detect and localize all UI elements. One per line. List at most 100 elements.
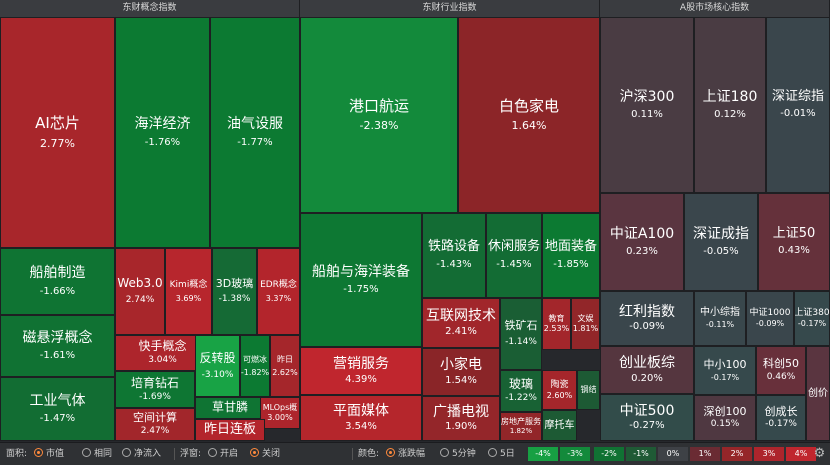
treemap-tile[interactable]: 陶瓷 2.60% — [542, 370, 577, 410]
treemap-tile[interactable]: 昨日 2.62% — [270, 335, 300, 397]
tile-change: 2.60% — [546, 390, 573, 400]
float-option-off[interactable]: 关闭 — [250, 443, 280, 465]
tile-name: EDR概念 — [260, 279, 297, 290]
tile-change: 4.39% — [345, 373, 377, 385]
treemap-tile[interactable]: 海洋经济 -1.76% — [115, 17, 210, 248]
treemap-tile[interactable]: Web3.0 2.74% — [115, 248, 165, 335]
tile-name: 快手概念 — [138, 339, 187, 354]
treemap-tile[interactable]: 平面媒体 3.54% — [300, 395, 422, 441]
tile-name: 船舶与海洋装备 — [312, 263, 410, 280]
tile-name: 昨日连板 — [203, 421, 256, 437]
tile-change: -1.85% — [553, 258, 589, 270]
treemap-tile[interactable]: 摩托车 — [542, 410, 577, 441]
tile-change: 2.62% — [272, 367, 298, 377]
tile-change: 2.53% — [543, 324, 570, 334]
treemap-tile[interactable]: 深证综指 -0.01% — [766, 17, 830, 193]
treemap-tile[interactable]: 教育 2.53% — [542, 298, 571, 350]
treemap-tile[interactable]: 地面装备 -1.85% — [542, 213, 600, 298]
treemap-tile[interactable]: 中小综指 -0.11% — [694, 291, 746, 346]
treemap-tile[interactable]: 互联网技术 2.41% — [422, 298, 500, 348]
treemap-tile[interactable]: 上证50 0.43% — [758, 193, 830, 291]
treemap-tile[interactable]: 船舶制造 -1.66% — [0, 248, 115, 315]
treemap-tile[interactable]: 昨日连板 — [195, 419, 265, 441]
tile-change: 0.46% — [766, 371, 796, 382]
tile-change: 1.54% — [445, 374, 477, 386]
tile-name: 空间计算 — [133, 411, 177, 425]
treemap-tile[interactable]: 油气设服 -1.77% — [210, 17, 300, 248]
tile-change: 0.15% — [710, 419, 740, 430]
treemap-tile[interactable]: 文娱 1.81% — [571, 298, 600, 350]
area-option-market-cap[interactable]: 市值 — [34, 443, 64, 465]
treemap-tile[interactable]: 上证380 -0.17% — [794, 291, 830, 346]
radio-selected-icon — [250, 448, 259, 457]
treemap-tile[interactable]: 草甘膦 — [195, 397, 265, 419]
tile-name: Kimi概念 — [169, 279, 208, 290]
color-option-5min[interactable]: 5分钟 — [440, 443, 476, 465]
tile-name: 玻璃 — [508, 377, 533, 392]
treemap-tile[interactable]: EDR概念 3.37% — [257, 248, 300, 335]
color-option-5day[interactable]: 5日 — [488, 443, 515, 465]
treemap-tile[interactable]: AI芯片 2.77% — [0, 17, 115, 248]
tile-name: 创业板综 — [619, 355, 675, 372]
tile-name: 钢结 — [580, 385, 597, 395]
tile-name: 中证500 — [619, 402, 675, 419]
treemap-tile[interactable]: 铁矿石 -1.14% — [500, 298, 542, 370]
area-option-net-inflow[interactable]: 净流入 — [122, 443, 161, 465]
treemap-tile[interactable]: Kimi概念 3.69% — [165, 248, 212, 335]
tile-name: 船舶制造 — [29, 265, 86, 282]
treemap-tile[interactable]: 休闲服务 -1.45% — [486, 213, 542, 298]
tile-change: -1.61% — [39, 350, 76, 362]
color-option-change[interactable]: 涨跌幅 — [386, 443, 425, 465]
radio-icon — [122, 448, 131, 457]
tile-change: 3.37% — [265, 293, 292, 303]
treemap-tile[interactable]: 快手概念 3.04% — [115, 335, 210, 371]
tile-change: -0.09% — [629, 321, 665, 333]
tile-change: 3.04% — [148, 355, 177, 365]
treemap-tile[interactable]: 磁悬浮概念 -1.61% — [0, 315, 115, 377]
radio-icon — [82, 448, 91, 457]
treemap-tile[interactable]: 营销服务 4.39% — [300, 347, 422, 395]
treemap-tile[interactable]: 深证成指 -0.05% — [684, 193, 758, 291]
treemap-tile[interactable]: 反转股 -3.10% — [195, 335, 240, 397]
treemap-tile[interactable]: 沪深300 0.11% — [600, 17, 694, 193]
treemap-tile[interactable]: 上证180 0.12% — [694, 17, 766, 193]
treemap-tile[interactable]: 小家电 1.54% — [422, 348, 500, 396]
float-option-on[interactable]: 开启 — [208, 443, 238, 465]
tile-name: 互联网技术 — [426, 308, 496, 325]
treemap-tile[interactable]: 培育钻石 -1.69% — [115, 371, 195, 408]
tile-name: 文娱 — [577, 314, 594, 324]
area-option-equal[interactable]: 相同 — [82, 443, 112, 465]
treemap-tile[interactable]: 钢结 — [577, 370, 600, 410]
treemap-tile[interactable]: 工业气体 -1.47% — [0, 377, 115, 441]
treemap-tile[interactable]: 铁路设备 -1.43% — [422, 213, 486, 298]
treemap-tile[interactable]: 广播电视 1.90% — [422, 396, 500, 441]
treemap-tile[interactable]: 房地产服务 1.82% — [500, 412, 542, 441]
treemap-tile[interactable]: 中证A100 0.23% — [600, 193, 684, 291]
treemap-tile[interactable]: 中证500 -0.27% — [600, 394, 694, 441]
treemap-tile[interactable]: 创成长 -0.17% — [756, 395, 806, 441]
radio-icon — [440, 448, 449, 457]
treemap-tile[interactable]: 科创50 0.46% — [756, 346, 806, 395]
treemap-tile[interactable]: 港口航运 -2.38% — [300, 17, 458, 213]
treemap-tile[interactable]: 白色家电 1.64% — [458, 17, 600, 213]
treemap-tile[interactable]: 可燃冰 -1.82% — [240, 335, 270, 397]
tile-change: -1.82% — [240, 367, 270, 377]
tile-name: 中小100 — [703, 357, 747, 371]
tile-change: -1.69% — [139, 391, 171, 402]
treemap-tile[interactable]: 空间计算 2.47% — [115, 408, 195, 441]
treemap-tile[interactable]: 中证1000 -0.09% — [746, 291, 794, 346]
treemap-tile[interactable]: 创价 — [806, 346, 830, 441]
treemap-tile[interactable]: MLOps概 3.00% — [260, 397, 300, 429]
treemap-tile[interactable]: 船舶与海洋装备 -1.75% — [300, 213, 422, 347]
treemap-tile[interactable]: 玻璃 -1.22% — [500, 370, 542, 412]
tile-name: 平面媒体 — [333, 403, 389, 420]
treemap-tile[interactable]: 创业板综 0.20% — [600, 346, 694, 394]
gear-icon[interactable]: ⚙ — [813, 446, 826, 461]
tile-change: 0.20% — [631, 372, 663, 384]
treemap-tile[interactable]: 中小100 -0.17% — [694, 346, 756, 395]
tile-name: 上证180 — [702, 88, 758, 105]
tile-name: 上证50 — [772, 225, 816, 241]
treemap-tile[interactable]: 3D玻璃 -1.38% — [212, 248, 257, 335]
treemap-tile[interactable]: 红利指数 -0.09% — [600, 291, 694, 346]
treemap-tile[interactable]: 深创100 0.15% — [694, 395, 756, 441]
